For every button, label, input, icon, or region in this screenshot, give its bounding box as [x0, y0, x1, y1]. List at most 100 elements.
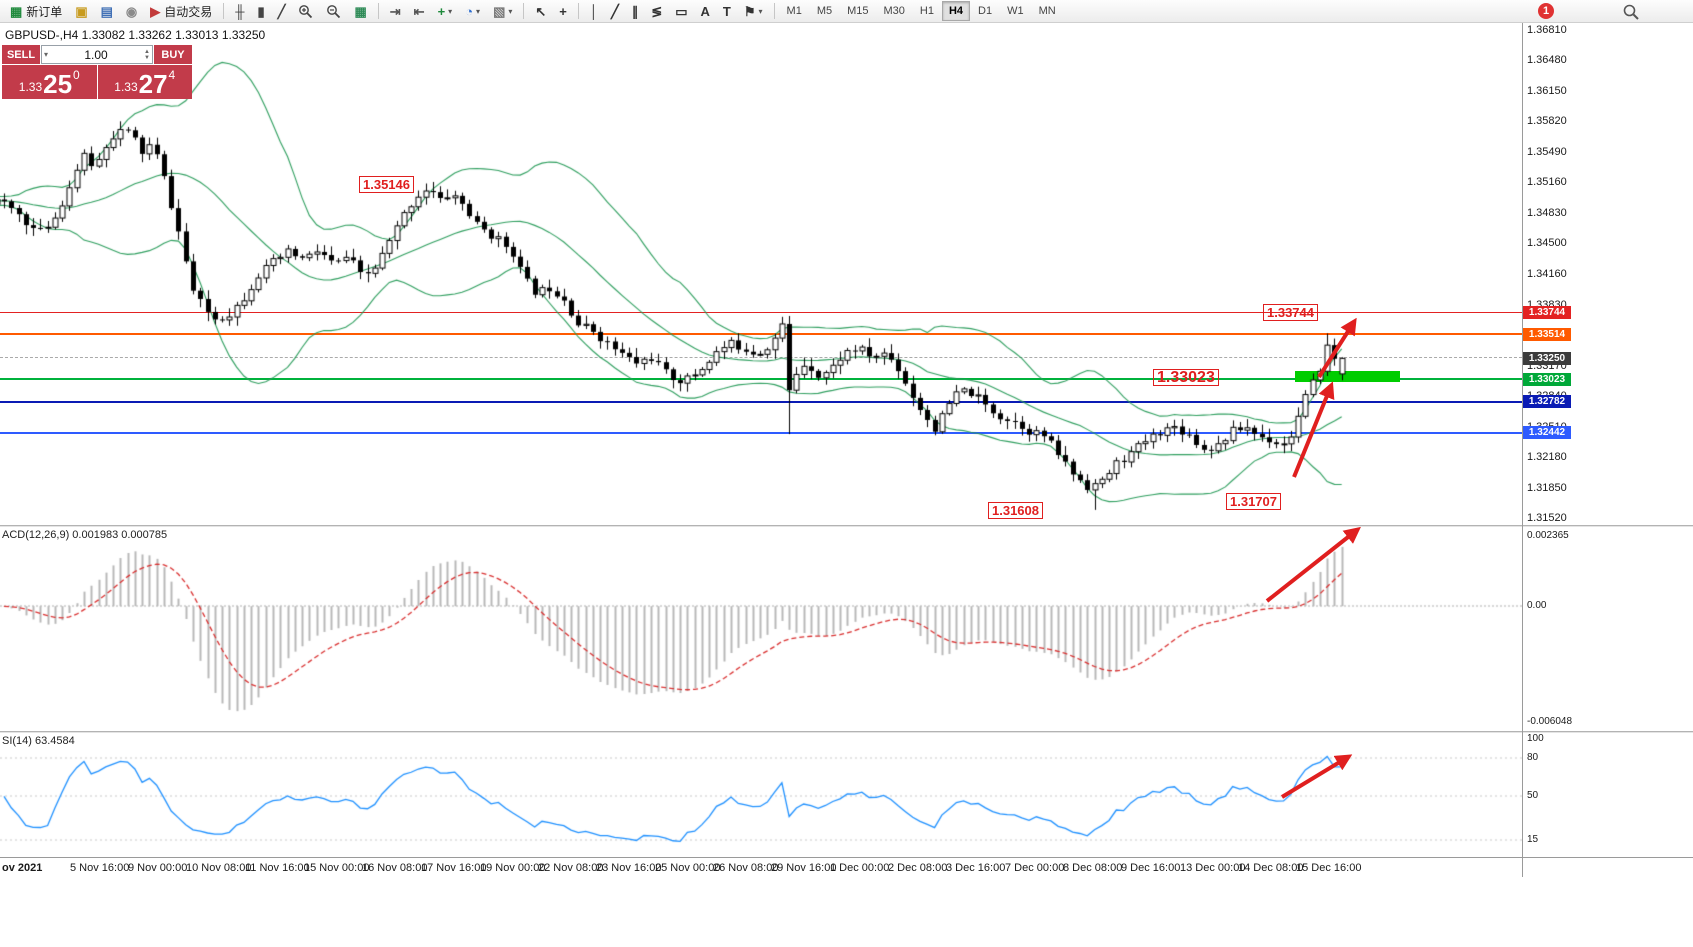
tile-windows-icon[interactable]: ▦	[348, 1, 372, 21]
bid-price-big: 25	[43, 69, 73, 99]
volume-spinner[interactable]: ▲ ▼	[144, 49, 150, 61]
algo-trading-button[interactable]: ▶ 自动交易	[144, 1, 218, 21]
price-annotation-1.33744[interactable]: 1.33744	[1263, 304, 1318, 321]
templates-icon-glyph: ▧	[493, 3, 506, 19]
zoom-out-icon[interactable]	[320, 1, 347, 21]
text-icon[interactable]: A	[695, 1, 716, 21]
price-badge-1.33514: 1.33514	[1523, 327, 1571, 341]
refresh-icon-glyph: ◉	[125, 3, 138, 19]
refresh-icon[interactable]: ◉	[120, 1, 143, 21]
volume-input[interactable]: ▾ 1.00 ▲ ▼	[41, 45, 153, 64]
shapes-icon-glyph: ▭	[675, 3, 688, 19]
channel-icon[interactable]: ∥	[626, 1, 645, 21]
rsi-indicator-label: SI(14) 63.4584	[2, 735, 75, 747]
pane-separator[interactable]	[0, 525, 1693, 527]
new-order-button[interactable]: ▦ 新订单	[4, 1, 68, 21]
trade-widget-top-row: SELL ▾ 1.00 ▲ ▼ BUY	[2, 45, 192, 64]
time-axis[interactable]: ov 2021 5 Nov 16:00 9 Nov 00:00 10 Nov 08:0…	[0, 859, 1693, 877]
price-axis-label: 1.34830	[1527, 206, 1567, 219]
zoom-in-icon[interactable]	[292, 1, 319, 21]
rsi-scale-15: 15	[1527, 834, 1539, 846]
timeframe-m1[interactable]: M1	[786, 5, 802, 17]
time-axis-label: 9 Nov 00:00	[128, 862, 188, 874]
price-badge-1.32782: 1.32782	[1523, 395, 1571, 409]
timeframe-mn[interactable]: MN	[1038, 5, 1056, 17]
crosshair-icon-glyph: +	[559, 3, 567, 19]
time-axis-label: 19 Nov 00:00	[480, 862, 546, 874]
periods-icon[interactable]: ◔ ▾	[459, 1, 486, 21]
pane-separator[interactable]	[0, 731, 1693, 733]
time-axis-label: 1 Dec 00:00	[830, 862, 890, 874]
dropdown-caret-icon: ▾	[508, 6, 513, 16]
rsi-pane-canvas[interactable]	[0, 733, 1522, 859]
bid-price-tile[interactable]: 1.33 25 0	[2, 65, 97, 99]
trendline-icon-glyph: ╱	[611, 3, 619, 19]
macd-scale-zero: 0.00	[1527, 600, 1547, 612]
timeframe-h4[interactable]: H4	[941, 1, 971, 21]
candlestick-chart-icon[interactable]: ▮	[251, 1, 270, 21]
notification-badge[interactable]: 1	[1538, 3, 1554, 19]
timeframe-d1[interactable]: D1	[978, 5, 993, 17]
time-axis-label: 17 Nov 16:00	[421, 862, 487, 874]
price-chart-canvas[interactable]	[0, 23, 1522, 525]
timeframe-h1[interactable]: H1	[919, 5, 934, 17]
text-label-icon[interactable]: T	[717, 1, 737, 21]
line-chart-icon[interactable]: ╱	[272, 1, 292, 21]
price-axis-label: 1.36480	[1527, 54, 1567, 67]
cursor-icon[interactable]: ↖	[529, 1, 552, 21]
trendline-icon[interactable]: ╱	[605, 1, 625, 21]
macd-scale-min: -0.006048	[1527, 716, 1573, 727]
crosshair-icon[interactable]: +	[553, 1, 573, 21]
time-axis-label: 23 Nov 16:00	[596, 862, 662, 874]
arrows-tool-icon[interactable]: ⚑ ▾	[738, 1, 769, 21]
price-badge-1.33023: 1.33023	[1523, 372, 1571, 386]
toolbar-separator	[773, 3, 775, 19]
price-annotation-1.31608[interactable]: 1.31608	[988, 502, 1043, 519]
timeframe-m5[interactable]: M5	[816, 5, 833, 17]
volume-up-icon[interactable]: ▲	[144, 48, 150, 55]
trade-widget-price-row: 1.33 25 0 1.33 27 4	[2, 65, 192, 99]
dropdown-caret-icon: ▾	[448, 6, 453, 16]
price-annotation-1.33023[interactable]: 1.33023	[1153, 369, 1219, 386]
shapes-icon[interactable]: ▭	[669, 1, 693, 21]
price-axis[interactable]: 1.36810 1.36480 1.36150 1.35820 1.35490 1.351…	[1522, 23, 1693, 877]
time-axis-label: 13 Dec 00:00	[1180, 862, 1246, 874]
time-axis-label: 14 Dec 08:00	[1238, 862, 1304, 874]
bar-chart-icon-glyph: ╫	[235, 3, 245, 19]
profiles-icon[interactable]: ▤	[95, 1, 119, 21]
time-axis-label: 25 Nov 00:00	[655, 862, 721, 874]
price-annotation-1.31707[interactable]: 1.31707	[1226, 493, 1281, 510]
fibonacci-icon[interactable]: ≶	[645, 1, 668, 21]
time-axis-label: ov 2021	[2, 862, 43, 874]
templates-icon[interactable]: ▧ ▾	[487, 1, 518, 21]
channel-icon-glyph: ∥	[631, 3, 639, 19]
vertical-line-icon[interactable]: │	[584, 1, 604, 21]
macd-pane-canvas[interactable]	[0, 527, 1522, 731]
buy-button[interactable]: BUY	[154, 45, 192, 64]
fibonacci-icon-glyph: ≶	[651, 3, 663, 19]
text-icon-glyph: A	[700, 3, 710, 19]
new-order-button-label: 新订单	[26, 4, 63, 19]
toolbar-separator	[223, 3, 225, 19]
search-icon[interactable]	[1622, 3, 1640, 21]
chart-shift-icon[interactable]: ⇤	[408, 1, 431, 21]
sell-button[interactable]: SELL	[2, 45, 40, 64]
volume-down-icon[interactable]: ▼	[144, 54, 150, 61]
price-badge-1.33744: 1.33744	[1523, 306, 1571, 320]
dropdown-caret-icon: ▾	[476, 6, 481, 16]
timeframe-m15[interactable]: M15	[847, 5, 869, 17]
timeframe-m30[interactable]: M30	[883, 5, 905, 17]
volume-dropdown-icon[interactable]: ▾	[44, 50, 49, 59]
timeframe-w1[interactable]: W1	[1007, 5, 1024, 17]
tile-windows-icon-glyph: ▦	[354, 3, 367, 19]
ask-price-tile[interactable]: 1.33 27 4	[97, 65, 192, 99]
pane-separator[interactable]	[0, 857, 1693, 858]
bar-chart-icon[interactable]: ╫	[229, 1, 250, 21]
chart-window-icon[interactable]: ▣	[69, 1, 93, 21]
algo-trading-button-glyph: ▶	[150, 3, 161, 19]
auto-scroll-icon[interactable]: ⇥	[384, 1, 407, 21]
price-annotation-1.35146[interactable]: 1.35146	[359, 176, 414, 193]
rsi-scale-50: 50	[1527, 790, 1539, 801]
indicators-icon[interactable]: + ▾	[432, 1, 459, 21]
